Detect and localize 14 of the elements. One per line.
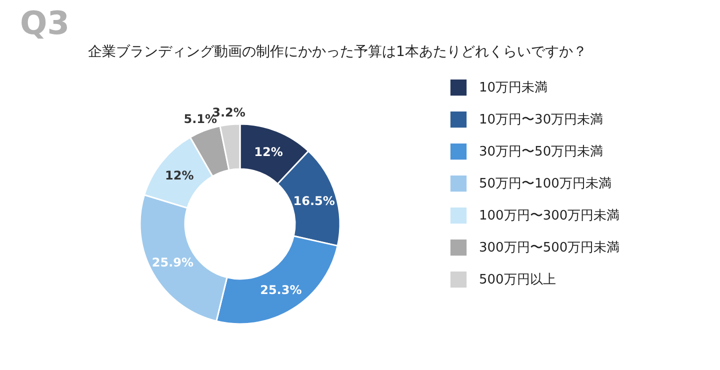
legend-label: 10万円未満 xyxy=(479,80,548,96)
data-label: 12% xyxy=(165,168,194,183)
legend-label: 500万円以上 xyxy=(479,272,556,288)
legend-label: 10万円〜30万円未満 xyxy=(479,112,604,128)
legend-label: 300万円〜500万円未満 xyxy=(479,240,620,256)
data-label: 25.3% xyxy=(260,282,302,297)
data-label: 16.5% xyxy=(293,194,335,208)
legend-label: 100万円〜300万円未満 xyxy=(479,208,620,224)
data-label: 12% xyxy=(254,144,283,159)
chart-subtitle: 企業ブランディング動画の制作にかかった予算は1本あたりどれくらいですか？ xyxy=(88,44,587,60)
data-label: 25.9% xyxy=(152,255,194,270)
legend-label: 30万円〜50万円未満 xyxy=(479,144,604,160)
legend-label: 50万円〜100万円未満 xyxy=(479,176,612,192)
chart-title: Q3 xyxy=(20,4,70,42)
